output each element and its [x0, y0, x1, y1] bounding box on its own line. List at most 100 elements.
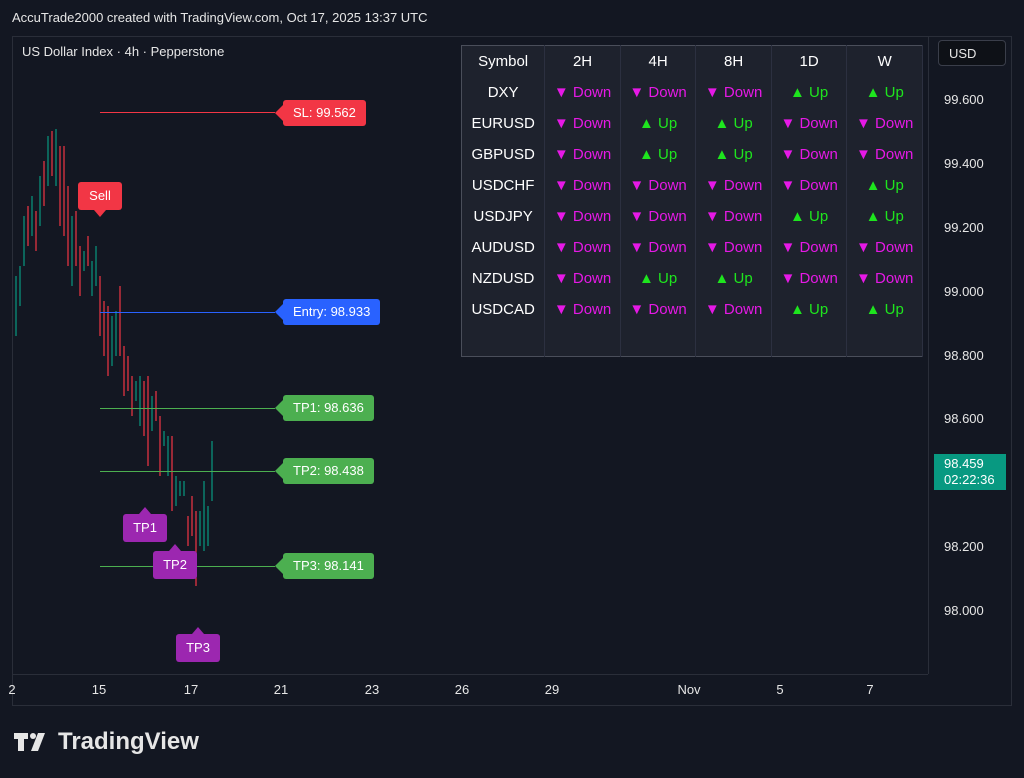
trend-cell: ▼ Down: [771, 108, 848, 139]
price-tick-label: 98.800: [944, 348, 984, 363]
trend-cell: ▼ Down: [846, 232, 923, 263]
trend-cell: ▼ Down: [846, 263, 923, 294]
trend-cell: ▼ Down: [771, 139, 848, 170]
symbol-cell: NZDUSD: [461, 263, 546, 294]
chart-title: US Dollar Index · 4h · Pepperstone: [22, 44, 225, 59]
tp1-line: [100, 408, 275, 409]
empty-cell: [846, 325, 923, 357]
sl-label: SL: 99.562: [275, 100, 366, 126]
price-tick-label: 98.000: [944, 603, 984, 618]
time-tick-label: 7: [866, 682, 874, 697]
tp2-label: TP2: 98.438: [275, 458, 374, 484]
price-tick-label: 99.200: [944, 220, 984, 235]
tp3-marker: TP3: [176, 627, 220, 662]
signal-table-row: EURUSD ▼ Down ▲ Up ▲ Up ▼ Down ▼ Down: [461, 108, 923, 139]
price-tick-label: 98.200: [944, 539, 984, 554]
sl-line: [100, 112, 275, 113]
signal-table-header-cell: 4H: [620, 45, 697, 77]
price-tick-label: 99.600: [944, 92, 984, 107]
trend-cell: ▼ Down: [771, 263, 848, 294]
trend-cell: ▼ Down: [544, 139, 621, 170]
trend-cell: ▼ Down: [695, 201, 772, 232]
signal-table: Symbol 2H 4H 8H 1D W DXY ▼ Down ▼ Down ▼ Down ▲ U…: [461, 45, 923, 357]
currency-selector[interactable]: USD: [938, 40, 1006, 66]
trend-cell: ▼ Down: [544, 108, 621, 139]
trend-cell: ▼ Down: [695, 294, 772, 325]
last-price-badge: 98.459 02:22:36: [934, 454, 1006, 490]
tp3-label: TP3: 98.141: [275, 553, 374, 579]
trend-cell: ▲ Up: [695, 263, 772, 294]
time-tick-label: 15: [91, 682, 107, 697]
price-tick-label: 98.600: [944, 411, 984, 426]
chart-frame[interactable]: [12, 36, 1012, 706]
trend-cell: ▲ Up: [695, 139, 772, 170]
trend-cell: ▼ Down: [620, 232, 697, 263]
signal-table-header: Symbol 2H 4H 8H 1D W: [461, 45, 923, 77]
entry-label: Entry: 98.933: [274, 299, 381, 325]
trend-cell: ▼ Down: [771, 170, 848, 201]
symbol-cell: USDJPY: [461, 201, 546, 232]
empty-cell: [461, 325, 546, 357]
empty-cell: [544, 325, 621, 357]
trend-cell: ▲ Up: [846, 77, 923, 108]
tp2-line: [100, 471, 275, 472]
time-tick-label: 17: [183, 682, 199, 697]
sell-marker: Sell: [78, 182, 122, 217]
signal-table-row: USDCHF ▼ Down ▼ Down ▼ Down ▼ Down ▲ Up: [461, 170, 923, 201]
time-axis[interactable]: [12, 674, 928, 706]
trend-cell: ▲ Up: [846, 170, 923, 201]
tp1-label: TP1: 98.636: [275, 395, 374, 421]
trend-cell: ▼ Down: [544, 263, 621, 294]
trend-cell: ▼ Down: [544, 294, 621, 325]
signal-table-row: USDCAD ▼ Down ▼ Down ▼ Down ▲ Up ▲ Up: [461, 294, 923, 325]
tp1-marker: TP1: [123, 507, 167, 542]
empty-cell: [620, 325, 697, 357]
time-tick-label: 23: [364, 682, 380, 697]
signal-table-row: GBPUSD ▼ Down ▲ Up ▲ Up ▼ Down ▼ Down: [461, 139, 923, 170]
symbol-cell: GBPUSD: [461, 139, 546, 170]
trend-cell: ▲ Up: [846, 201, 923, 232]
symbol-cell: EURUSD: [461, 108, 546, 139]
trend-cell: ▲ Up: [620, 139, 697, 170]
price-tick-label: 99.000: [944, 284, 984, 299]
trend-cell: ▲ Up: [846, 294, 923, 325]
trend-cell: ▼ Down: [695, 232, 772, 263]
time-tick-label: 5: [776, 682, 784, 697]
signal-table-header-cell: W: [846, 45, 923, 77]
time-tick-label: 2: [8, 682, 16, 697]
price-axis[interactable]: [928, 36, 1012, 674]
trend-cell: ▼ Down: [771, 232, 848, 263]
signal-table-row: NZDUSD ▼ Down ▲ Up ▲ Up ▼ Down ▼ Down: [461, 263, 923, 294]
trend-cell: ▼ Down: [544, 77, 621, 108]
time-tick-label: Nov: [677, 682, 701, 697]
trend-cell: ▼ Down: [846, 108, 923, 139]
trend-cell: ▼ Down: [620, 201, 697, 232]
trend-cell: ▼ Down: [695, 77, 772, 108]
tradingview-logo[interactable]: TradingView: [14, 728, 199, 756]
trend-cell: ▼ Down: [620, 77, 697, 108]
signal-table-empty-row: [461, 325, 923, 357]
tp2-marker: TP2: [153, 544, 197, 579]
signal-table-header-cell: 2H: [544, 45, 621, 77]
bar-countdown: 02:22:36: [944, 472, 995, 487]
symbol-cell: DXY: [461, 77, 546, 108]
trend-cell: ▼ Down: [544, 170, 621, 201]
empty-cell: [771, 325, 848, 357]
trend-cell: ▲ Up: [695, 108, 772, 139]
entry-line: [100, 312, 275, 313]
signal-table-row: DXY ▼ Down ▼ Down ▼ Down ▲ Up ▲ Up: [461, 77, 923, 108]
trend-cell: ▲ Up: [620, 108, 697, 139]
signal-table-header-cell: 1D: [771, 45, 848, 77]
price-tick-label: 99.400: [944, 156, 984, 171]
symbol-cell: AUDUSD: [461, 232, 546, 263]
candlestick-series: [15, 129, 213, 586]
last-price-value: 98.459: [944, 456, 984, 471]
trend-cell: ▼ Down: [620, 170, 697, 201]
trend-cell: ▼ Down: [620, 294, 697, 325]
trend-cell: ▲ Up: [620, 263, 697, 294]
time-tick-label: 21: [273, 682, 289, 697]
tradingview-brand: TradingView: [58, 728, 199, 755]
signal-table-row: AUDUSD ▼ Down ▼ Down ▼ Down ▼ Down ▼ Down: [461, 232, 923, 263]
symbol-cell: USDCHF: [461, 170, 546, 201]
time-tick-label: 26: [454, 682, 470, 697]
